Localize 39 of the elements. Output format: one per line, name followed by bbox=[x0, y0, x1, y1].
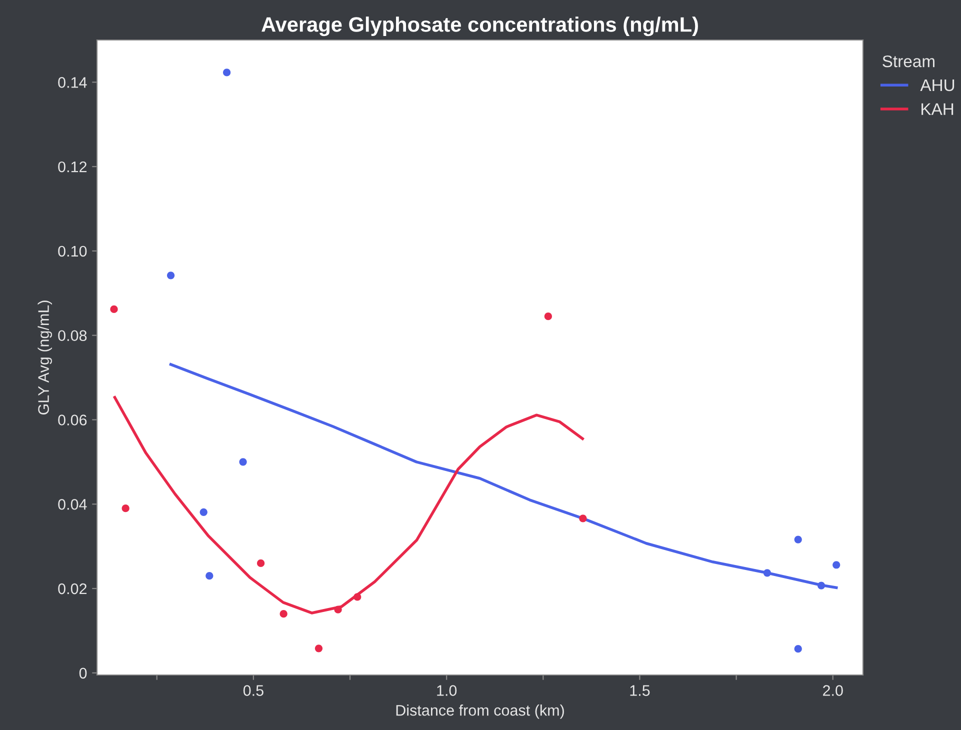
x-tick-label: 1.5 bbox=[630, 685, 650, 696]
y-tick-label: 0.12 bbox=[58, 161, 87, 172]
point bbox=[544, 312, 552, 320]
y-tick-label: 0.04 bbox=[58, 498, 87, 510]
chart-title: Average Glyphosate concentrations (ng/mL) bbox=[262, 16, 698, 36]
point bbox=[122, 504, 130, 512]
point bbox=[832, 561, 840, 569]
x-tick-label: 2.0 bbox=[823, 685, 843, 696]
point bbox=[314, 644, 323, 652]
point bbox=[354, 593, 362, 601]
y-tick-label: 0.08 bbox=[58, 330, 87, 342]
point bbox=[817, 582, 826, 590]
point bbox=[579, 514, 587, 522]
x-tick-label: 1.0 bbox=[437, 685, 457, 696]
legend-label: AHU bbox=[920, 79, 954, 92]
x-tick-label: 0.5 bbox=[243, 685, 264, 696]
y-tick-label: 0.14 bbox=[58, 77, 87, 88]
y-tick-label: 0.02 bbox=[58, 583, 87, 594]
point bbox=[200, 508, 208, 516]
y-tick-label: 0 bbox=[79, 668, 87, 679]
y-tick-label: 0.10 bbox=[58, 246, 87, 257]
x-axis-title: Distance from coast (km) bbox=[396, 704, 564, 719]
point bbox=[794, 536, 802, 544]
point bbox=[166, 272, 175, 280]
point bbox=[110, 305, 118, 313]
y-tick-label: 0.06 bbox=[58, 414, 87, 426]
point bbox=[334, 606, 342, 614]
point bbox=[206, 572, 214, 580]
point bbox=[239, 458, 247, 466]
legend-title: Stream bbox=[882, 55, 934, 68]
legend-label: KAH bbox=[922, 103, 954, 115]
point bbox=[222, 68, 231, 76]
point bbox=[256, 559, 265, 567]
y-axis-title: GLY Avg (ng/mL) bbox=[38, 300, 52, 414]
point bbox=[763, 569, 772, 577]
line-series bbox=[113, 396, 584, 614]
line-series bbox=[169, 363, 838, 590]
point bbox=[794, 645, 802, 653]
point bbox=[280, 610, 288, 618]
